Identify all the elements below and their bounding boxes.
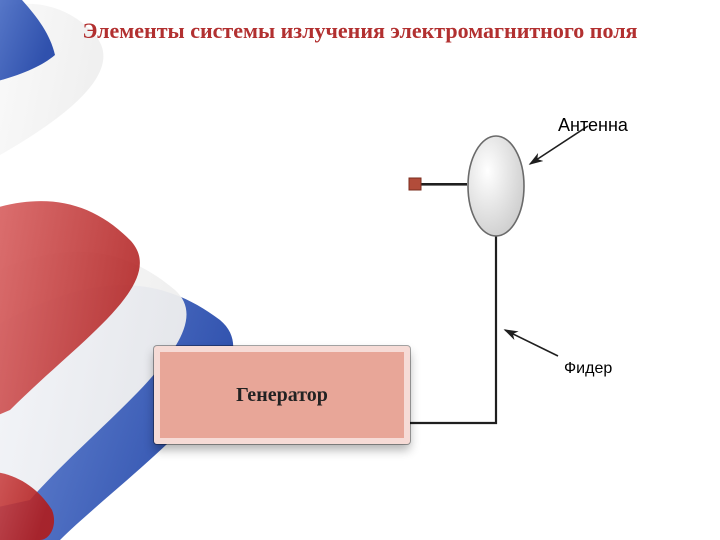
generator-label: Генератор [236,384,328,407]
antenna-emitter [409,178,421,190]
feeder-arrow [505,330,558,356]
generator-box: Генератор [154,346,410,444]
page-title: Элементы системы излучения электромагнит… [0,18,720,44]
feeder-label: Фидер [564,360,612,378]
antenna-dish [468,136,524,236]
antenna-label: Антенна [558,115,628,136]
background-drapery [0,0,720,540]
antenna-stalk [421,183,467,186]
diagram-svg [0,0,720,540]
